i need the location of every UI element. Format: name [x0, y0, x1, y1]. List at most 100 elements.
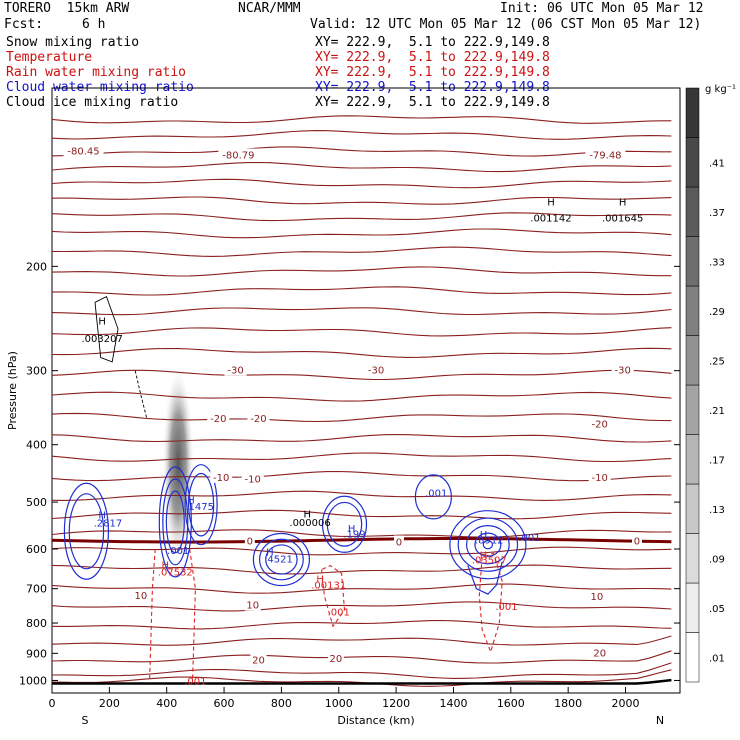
- x-tick-label: 800: [271, 697, 292, 710]
- colorbar-segment: [685, 384, 700, 435]
- colorbar-segment: [685, 137, 700, 188]
- cloud-water-contour: [162, 478, 189, 566]
- xy-cloud-ice: XY= 222.9, 5.1 to 222.9,149.8: [315, 95, 550, 110]
- temperature-label-bg: [132, 588, 149, 601]
- ground-line: [52, 678, 672, 685]
- temperature-label-bg: [591, 646, 608, 659]
- x-tick-label: 0: [49, 697, 56, 710]
- rain-contour: [321, 564, 346, 628]
- isotherm-line: [51, 662, 672, 679]
- x-tick-label: 400: [156, 697, 177, 710]
- cloud-water-contour: [165, 490, 185, 554]
- cloud-water-contour: [321, 495, 368, 553]
- north-end-label: N: [656, 714, 664, 727]
- colorbar-segment: [685, 236, 700, 287]
- x-tick-label: 1200: [382, 697, 410, 710]
- field-label-snow: Snow mixing ratio: [6, 35, 140, 50]
- cloud-water-label: H: [98, 511, 106, 522]
- y-tick-label: 700: [26, 583, 47, 596]
- temperature-label: 20: [330, 654, 343, 665]
- field-label-temperature: Temperature: [6, 50, 93, 65]
- isotherm-line: [51, 246, 672, 257]
- colorbar-tick-label: .09: [709, 554, 725, 565]
- temperature-label: -30: [227, 366, 243, 377]
- temperature-label-bg: [218, 148, 259, 161]
- cloud-water-contour: [467, 561, 503, 595]
- temperature-label: 0: [634, 537, 640, 548]
- temperature-label: -80.45: [67, 147, 99, 158]
- snow-label: .001645: [602, 213, 643, 224]
- rain-label: .07532: [158, 567, 193, 578]
- temperature-label: -10: [245, 475, 261, 486]
- isotherm-line: [51, 452, 672, 463]
- isotherm-line: [51, 369, 672, 381]
- rain-label: .001: [328, 608, 350, 619]
- cloud-water-label: .8912: [475, 535, 504, 546]
- forecast-value: 6 h: [82, 17, 106, 32]
- colorbar-segment: [685, 87, 700, 138]
- snow-label: .003207: [82, 334, 123, 345]
- cloud-water-contour: [63, 482, 110, 580]
- snow-label: H: [303, 510, 311, 521]
- cloud-water-contour: [188, 472, 215, 537]
- x-tick-label: 600: [214, 697, 235, 710]
- isotherm-line: [51, 286, 672, 296]
- y-tick-label: 800: [26, 617, 47, 630]
- isotherm-line: [51, 434, 672, 443]
- temperature-label-bg: [207, 412, 230, 425]
- valid-time: Valid: 12 UTC Mon 05 Mar 12 (06 CST Mon …: [310, 17, 702, 32]
- temperature-label-bg: [588, 470, 611, 483]
- snow-label: H: [98, 317, 106, 328]
- y-tick-label: 200: [26, 260, 47, 273]
- x-tick-label: 1000: [325, 697, 353, 710]
- cloud-water-label: .2817: [94, 518, 123, 529]
- temperature-label: 10: [590, 592, 603, 603]
- snow-shading: [162, 374, 195, 575]
- cloud-water-contour: [465, 525, 510, 565]
- xy-cloud-water: XY= 222.9, 5.1 to 222.9,149.8: [315, 80, 550, 95]
- temperature-label: -20: [210, 414, 226, 425]
- temperature-label: 10: [135, 591, 148, 602]
- isotherm-line: [51, 564, 672, 575]
- y-tick-label: 1000: [19, 674, 47, 687]
- center-title: NCAR/MMM: [238, 1, 301, 16]
- temperature-label-bg: [244, 598, 261, 611]
- cloud-water-contour: [326, 501, 363, 547]
- temperature-label-bg: [250, 653, 267, 666]
- x-tick-label: 1400: [439, 697, 467, 710]
- field-label-rain: Rain water mixing ratio: [6, 65, 187, 80]
- colorbar-tick-label: .17: [709, 455, 725, 466]
- x-tick-label: 2000: [612, 697, 640, 710]
- colorbar-unit-label: g kg⁻¹: [705, 84, 736, 95]
- cloud-water-contour: [258, 538, 304, 581]
- temperature-label: -80.79: [222, 151, 254, 162]
- rain-label: H: [480, 550, 488, 561]
- cloud-water-label: .001: [518, 533, 540, 544]
- isotherm-line: [51, 601, 672, 612]
- isotherm-line: [51, 130, 672, 140]
- isotherm-line: [51, 266, 672, 277]
- temperature-label-bg: [247, 412, 270, 425]
- plot-frame: [51, 87, 681, 694]
- temperature-label-bg: [588, 417, 611, 430]
- colorbar-segment: [685, 335, 700, 386]
- colorbar-segment: [685, 285, 700, 336]
- rain-contour: [478, 552, 503, 654]
- cloud-water-contour: [482, 540, 494, 550]
- temperature-label-bg: [585, 148, 626, 161]
- y-axis-label: Pressure (hPa): [6, 351, 19, 430]
- temperature-label: -20: [250, 414, 266, 425]
- isotherm-line: [51, 307, 672, 316]
- y-tick-label: 600: [26, 543, 47, 556]
- temperature-label-bg: [327, 651, 344, 664]
- isotherm-line: [51, 212, 672, 222]
- cloud-water-label: H: [348, 524, 356, 535]
- isotherm-line: [51, 347, 672, 358]
- colorbar-segment: [685, 582, 700, 633]
- isotherm-line: [51, 635, 672, 646]
- colorbar-segment: [685, 632, 700, 683]
- temperature-label-bg: [241, 472, 264, 485]
- cloud-water-contour: [265, 544, 298, 575]
- temperature-label-bg: [63, 144, 104, 157]
